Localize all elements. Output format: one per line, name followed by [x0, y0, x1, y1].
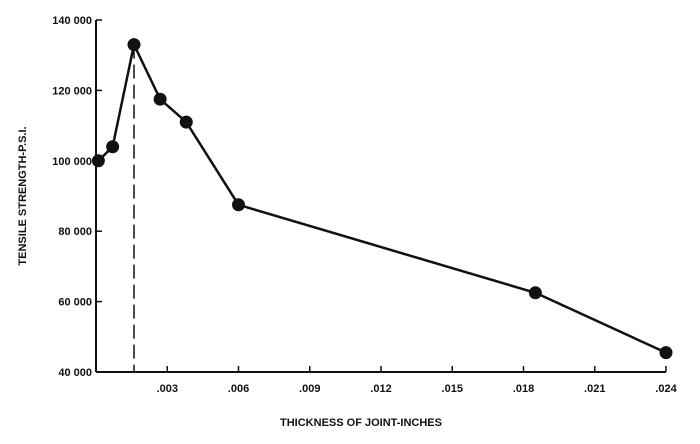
data-point — [232, 198, 245, 212]
x-tick-label: .003 — [157, 383, 178, 395]
data-point — [106, 140, 120, 154]
x-tick-label: .024 — [655, 383, 677, 395]
y-tick-label: 100 000 — [52, 156, 92, 168]
x-tick-label: .009 — [299, 383, 320, 395]
data-point — [528, 286, 542, 300]
data-point — [91, 154, 105, 168]
x-tick-label: .021 — [584, 383, 605, 395]
data-point — [127, 38, 141, 52]
series-line — [97, 43, 667, 354]
x-axis-title: THICKNESS OF JOINT-INCHES — [280, 417, 442, 429]
data-point — [659, 346, 673, 360]
x-tick-label: .018 — [513, 383, 534, 395]
axes — [95, 20, 666, 373]
y-tick-label: 140 000 — [52, 15, 92, 27]
y-tick-label: 60 000 — [58, 297, 92, 309]
x-tick-label: .012 — [370, 383, 391, 395]
data-point — [179, 115, 193, 129]
y-axis-title: TENSILE STRENGTH-P.S.I. — [17, 126, 29, 265]
data-point — [153, 92, 167, 106]
data-points — [91, 38, 673, 360]
x-ticks: .003 .006 .009 .012 .015 .018 .021 .024 — [157, 366, 678, 395]
y-tick-label: 80 000 — [58, 226, 92, 238]
y-ticks: 40 000 60 000 80 000 100 000 120 000 140 000 — [52, 15, 102, 379]
x-tick-label: .015 — [442, 383, 463, 395]
y-tick-label: 40 000 — [58, 367, 92, 379]
y-tick-label: 120 000 — [52, 85, 92, 97]
x-tick-label: .006 — [228, 383, 249, 395]
